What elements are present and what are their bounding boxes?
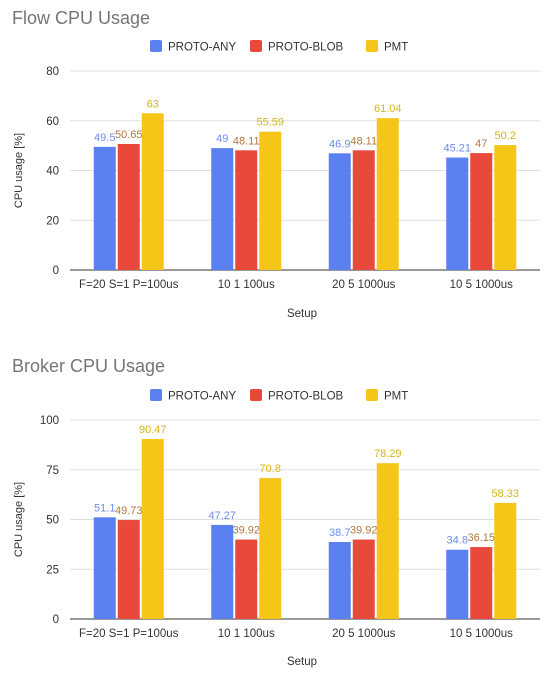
legend-label: PROTO-BLOB <box>268 391 344 403</box>
bar <box>328 541 351 619</box>
data-label: 70.8 <box>260 463 281 475</box>
legend-label: PMT <box>384 42 408 54</box>
data-label: 39.92 <box>232 525 260 537</box>
bar <box>211 148 234 270</box>
bar <box>328 153 351 270</box>
data-label: 39.92 <box>350 525 378 537</box>
category-label: 20 5 1000us <box>332 628 396 640</box>
data-label: 49 <box>216 133 228 145</box>
data-label: 34.8 <box>447 535 468 547</box>
data-label: 63 <box>147 98 159 110</box>
legend: PROTO-ANY PROTO-BLOB PMT <box>150 40 408 54</box>
category-label: 20 5 1000us <box>332 279 396 291</box>
legend-label: PMT <box>384 391 408 403</box>
category-label: 10 1 100us <box>218 628 275 640</box>
bar <box>93 146 116 270</box>
chart-title: Broker CPU Usage <box>12 356 165 376</box>
legend-label: PROTO-BLOB <box>268 42 344 54</box>
data-label: 49.73 <box>115 505 143 517</box>
bar <box>352 539 375 619</box>
legend-label: PROTO-ANY <box>168 42 236 54</box>
data-label: 36.15 <box>467 532 495 544</box>
legend-swatch-0 <box>150 40 162 52</box>
legend-swatch-2 <box>366 389 378 401</box>
legend-label: PROTO-ANY <box>168 391 236 403</box>
bar <box>494 502 517 619</box>
legend-swatch-1 <box>250 389 262 401</box>
legend-swatch-1 <box>250 40 262 52</box>
x-axis-label: Setup <box>287 308 317 320</box>
data-label: 55.59 <box>256 117 284 129</box>
y-tick-label: 80 <box>46 66 59 78</box>
data-label: 47 <box>475 138 487 150</box>
bar <box>470 547 493 619</box>
data-label: 46.9 <box>329 138 350 150</box>
y-tick-label: 20 <box>46 215 59 227</box>
legend-swatch-2 <box>366 40 378 52</box>
category-label: 10 1 100us <box>218 279 275 291</box>
y-tick-label: 0 <box>53 265 59 277</box>
data-label: 38.7 <box>329 527 350 539</box>
data-label: 48.11 <box>350 135 377 147</box>
bar <box>352 150 375 270</box>
y-tick-label: 40 <box>46 166 59 178</box>
y-tick-label: 25 <box>46 564 59 576</box>
data-label: 50.2 <box>495 130 516 142</box>
y-axis-label: CPU usage [%] <box>13 133 25 208</box>
bar <box>376 463 399 619</box>
category-label: F=20 S=1 P=100us <box>79 628 179 640</box>
data-label: 61.04 <box>374 103 402 115</box>
chart-broker: Broker CPU Usage PROTO-ANY PROTO-BLOB PMT 0 2… <box>12 356 540 668</box>
bar <box>141 113 164 270</box>
bar <box>376 118 399 271</box>
category-label: F=20 S=1 P=100us <box>79 279 179 291</box>
data-label: 47.27 <box>208 510 236 522</box>
legend-swatch-0 <box>150 389 162 401</box>
chart-title: Flow CPU Usage <box>12 8 150 28</box>
chart-flow: Flow CPU Usage PROTO-ANY PROTO-BLOB PMT 0 20 4… <box>12 8 540 320</box>
bar <box>259 131 282 270</box>
bar <box>494 145 517 270</box>
bar <box>470 153 493 270</box>
data-label: 58.33 <box>491 488 519 500</box>
bar <box>117 144 140 270</box>
y-axis-label: CPU usage [%] <box>13 482 25 557</box>
category-label: 10 5 1000us <box>450 628 514 640</box>
data-label: 90.47 <box>139 424 167 436</box>
bar <box>141 438 164 619</box>
y-tick-label: 100 <box>40 415 59 427</box>
bar <box>235 539 258 619</box>
bar <box>93 517 116 619</box>
legend: PROTO-ANY PROTO-BLOB PMT <box>150 389 408 403</box>
y-tick-label: 50 <box>46 515 59 527</box>
x-axis-label: Setup <box>287 656 317 668</box>
y-tick-label: 75 <box>46 465 59 477</box>
data-label: 78.29 <box>374 448 402 460</box>
bar <box>446 157 469 270</box>
bar <box>117 520 140 619</box>
bar <box>259 478 282 619</box>
data-label: 48.11 <box>233 135 260 147</box>
category-label: 10 5 1000us <box>450 279 514 291</box>
y-tick-label: 60 <box>46 116 59 128</box>
bar <box>211 524 234 619</box>
data-label: 51.1 <box>94 502 115 514</box>
data-label: 49.5 <box>94 132 115 144</box>
data-label: 45.21 <box>443 143 471 155</box>
bar <box>446 549 469 619</box>
bar <box>235 150 258 270</box>
y-tick-label: 0 <box>53 614 59 626</box>
data-label: 50.65 <box>115 129 143 141</box>
